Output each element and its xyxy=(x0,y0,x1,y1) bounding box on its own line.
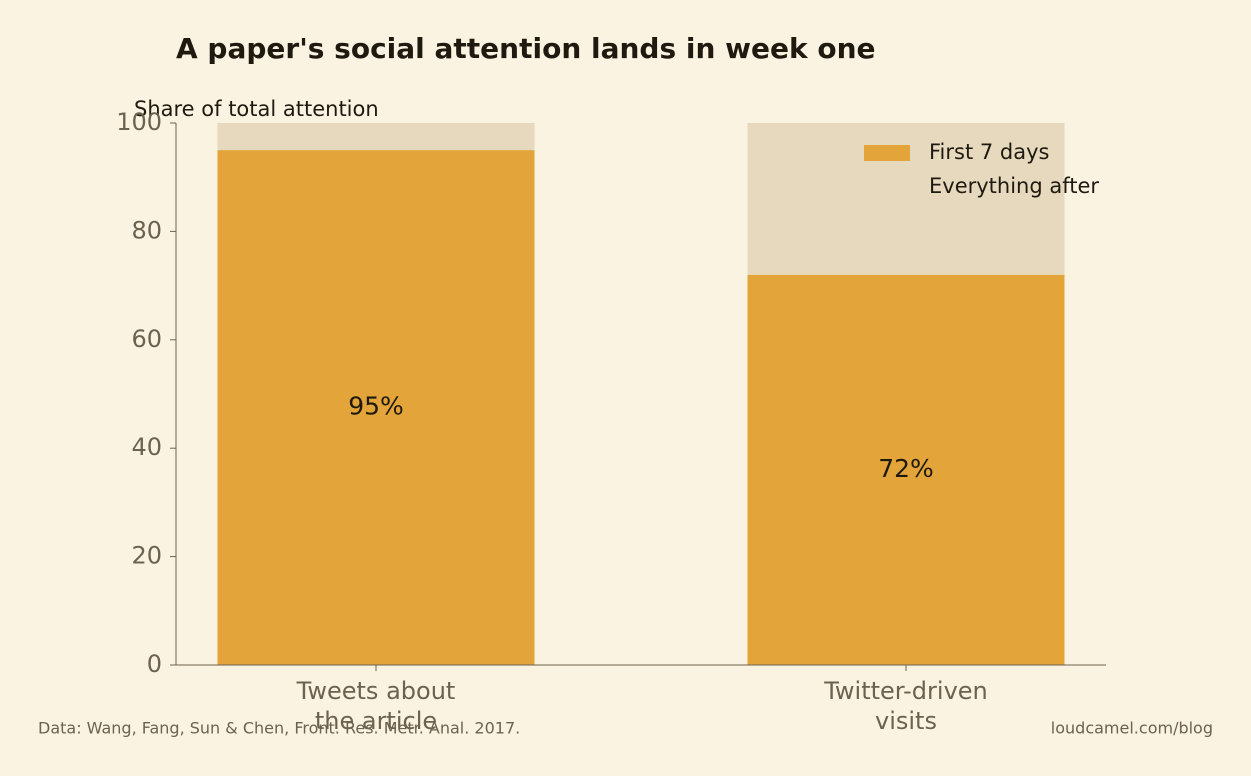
source-note: Data: Wang, Fang, Sun & Chen, Front. Res… xyxy=(38,719,520,738)
value-label: 95% xyxy=(348,392,404,421)
x-tick-label: Twitter-driven visits xyxy=(823,677,988,735)
bar-segment xyxy=(217,123,535,151)
y-tick-label: 40 xyxy=(131,433,162,461)
y-tick-label: 0 xyxy=(147,650,162,678)
y-tick-label: 20 xyxy=(131,542,162,570)
y-tick-label: 80 xyxy=(131,216,162,244)
chart-title: A paper's social attention lands in week… xyxy=(176,32,876,65)
legend-swatch xyxy=(864,145,910,161)
y-tick-label: 100 xyxy=(116,108,162,136)
x-tick-label: Tweets about the article xyxy=(296,677,456,735)
bar-segment xyxy=(217,150,535,666)
credit: loudcamel.com/blog xyxy=(1051,719,1213,738)
value-label: 72% xyxy=(878,454,934,483)
legend-label: Everything after xyxy=(929,174,1099,198)
y-axis-label: Share of total attention xyxy=(134,97,379,121)
legend-swatch xyxy=(864,179,910,195)
legend-label: First 7 days xyxy=(929,140,1049,164)
bar-segment xyxy=(747,274,1065,665)
y-tick-label: 60 xyxy=(131,325,162,353)
